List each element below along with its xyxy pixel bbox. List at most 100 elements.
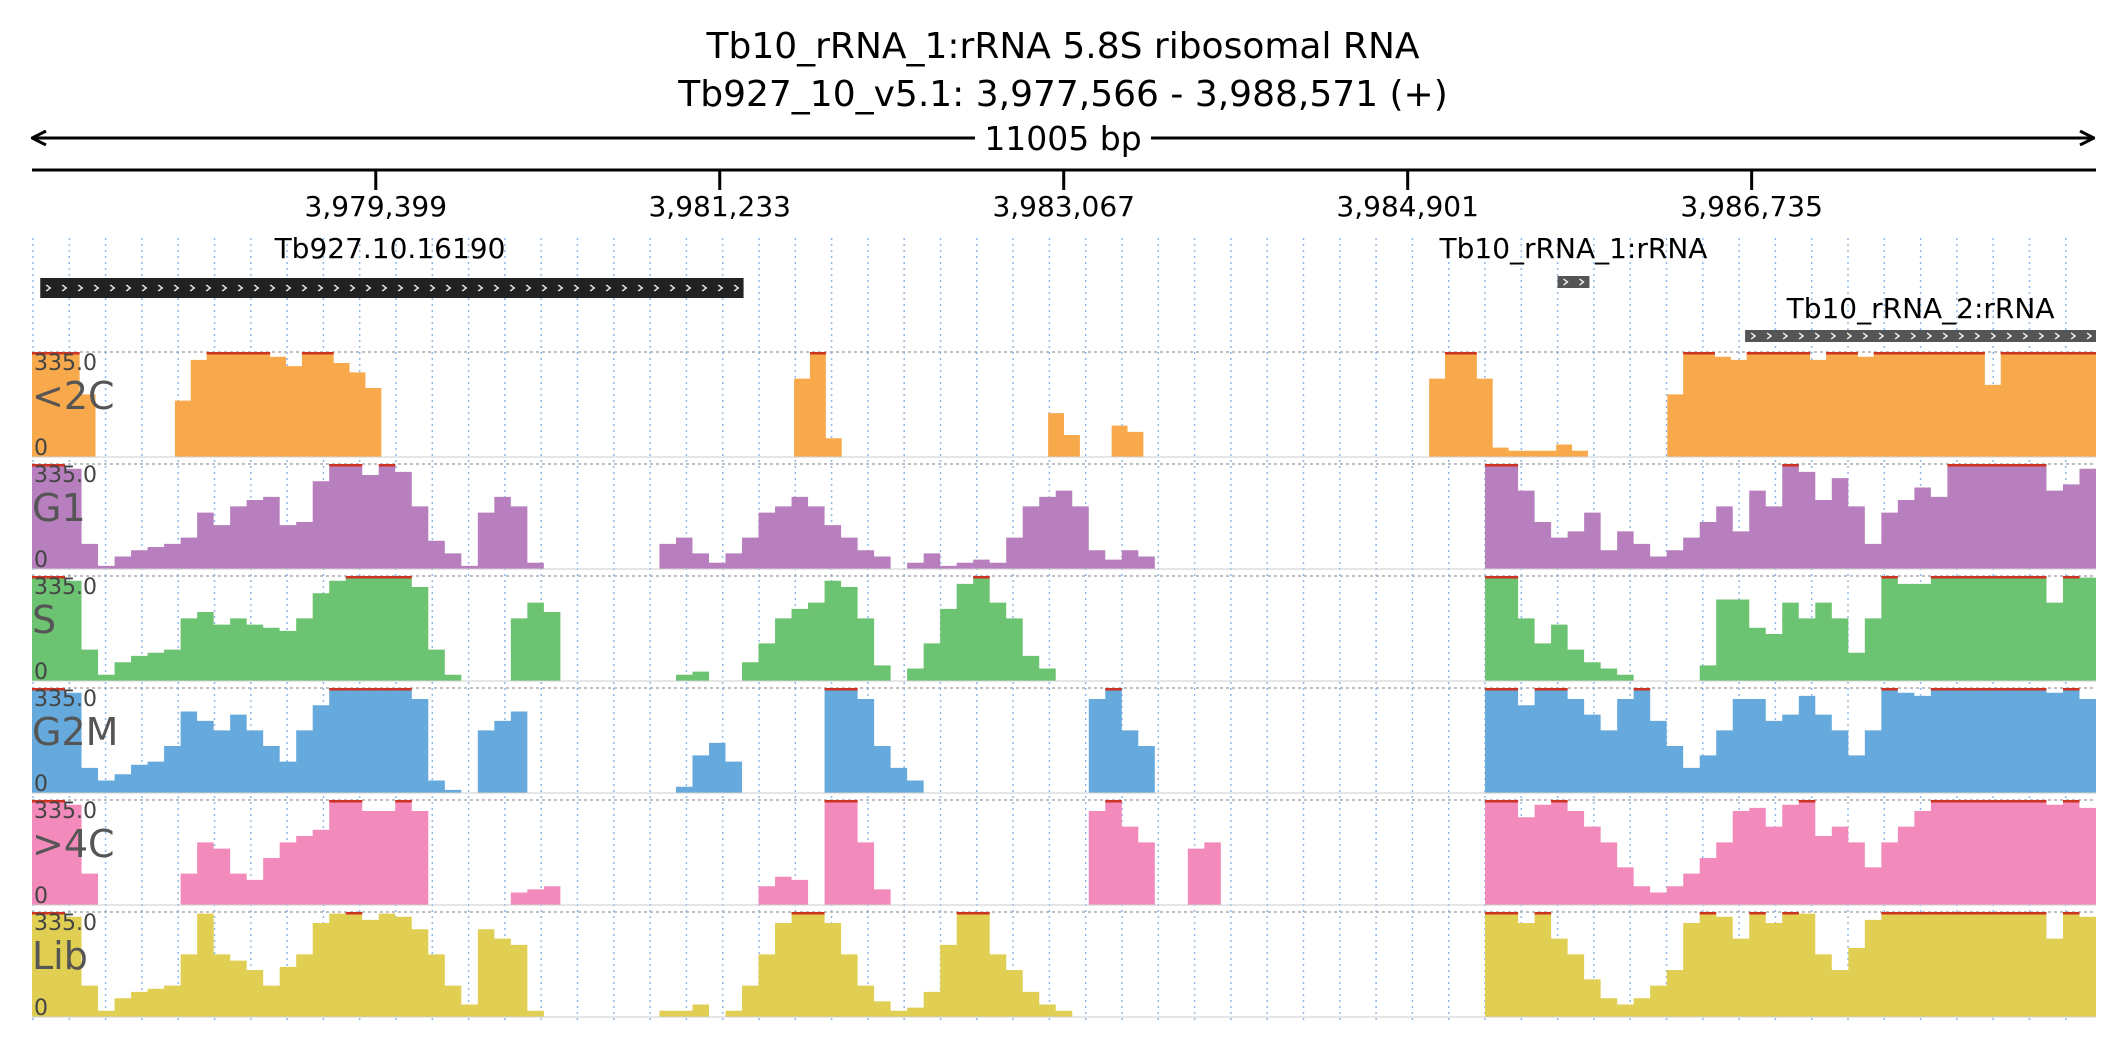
clipped-marker — [378, 688, 396, 691]
clipped-marker — [222, 352, 239, 355]
strand-chevron — [1846, 332, 1853, 340]
y-min-label: 0 — [34, 436, 48, 461]
clipped-marker — [1778, 352, 1795, 355]
clipped-marker — [1485, 912, 1502, 915]
strand-chevron — [2006, 332, 2013, 340]
clipped-marker — [329, 800, 346, 803]
clipped-marker — [48, 912, 66, 915]
x-tick-label: 3,981,233 — [648, 190, 791, 223]
clipped-marker — [2064, 352, 2081, 355]
track-name: >4C — [32, 822, 115, 866]
strand-chevron — [429, 284, 436, 292]
clipped-marker — [1105, 688, 1122, 691]
clipped-marker — [1873, 352, 1890, 355]
span-label: 11005 bp — [984, 119, 1141, 158]
strand-chevron — [2038, 332, 2045, 340]
strand-chevron — [1926, 332, 1933, 340]
clipped-marker — [1534, 912, 1552, 915]
strand-chevron — [157, 284, 164, 292]
strand-chevron — [1958, 332, 1965, 340]
clipped-marker — [395, 688, 412, 691]
clipped-marker — [973, 576, 990, 579]
clipped-marker — [1460, 352, 1477, 355]
strand-chevron — [2086, 332, 2093, 340]
clipped-marker — [824, 800, 842, 803]
strand-chevron — [1814, 332, 1821, 340]
clipped-marker — [48, 576, 66, 579]
feature-block — [1557, 276, 1590, 288]
clipped-marker — [63, 352, 80, 355]
strand-chevron — [189, 284, 196, 292]
clipped-marker — [2080, 352, 2096, 355]
chart-title-line-2: Tb927_10_v5.1: 3,977,566 - 3,988,571 (+) — [677, 74, 1448, 115]
strand-chevron — [717, 284, 724, 292]
strand-chevron — [221, 284, 228, 292]
clipped-marker — [1996, 912, 2014, 915]
track-name: S — [32, 598, 56, 642]
clipped-marker — [1963, 576, 1981, 579]
clipped-marker — [1996, 576, 2014, 579]
coverage-area — [32, 576, 2096, 681]
strand-chevron — [621, 284, 628, 292]
x-axis-ticks: 3,979,399 3,981,233 3,983,067 3,984,901 3,98… — [305, 170, 1823, 223]
y-max-label: 335.0 — [34, 799, 97, 824]
track-name: G2M — [32, 710, 118, 754]
clipped-marker — [1794, 352, 1811, 355]
strand-chevron — [1910, 332, 1917, 340]
strand-chevron — [253, 284, 260, 292]
strand-chevron — [2070, 332, 2077, 340]
track-name: Lib — [32, 934, 88, 978]
clipped-marker — [791, 912, 809, 915]
strand-chevron — [2022, 332, 2029, 340]
clipped-marker — [1798, 800, 1816, 803]
clipped-marker — [1947, 800, 1964, 803]
clipped-marker — [1996, 688, 2014, 691]
y-min-label: 0 — [34, 996, 48, 1021]
y-max-label: 335.0 — [34, 687, 97, 712]
clipped-marker — [1980, 464, 1997, 467]
y-min-label: 0 — [34, 772, 48, 797]
strand-chevron — [125, 284, 132, 292]
clipped-marker — [1445, 352, 1461, 355]
track-<2C: 335.0 0 <2C — [32, 351, 2096, 461]
y-min-label: 0 — [34, 548, 48, 573]
clipped-marker — [1534, 688, 1552, 691]
clipped-marker — [1897, 912, 1915, 915]
clipped-marker — [1930, 912, 1948, 915]
clipped-marker — [1953, 352, 1969, 355]
clipped-marker — [2032, 352, 2049, 355]
clipped-marker — [1963, 800, 1981, 803]
strand-chevron — [77, 284, 84, 292]
clipped-marker — [1881, 912, 1898, 915]
x-tick-label: 3,979,399 — [305, 190, 448, 223]
clipped-marker — [2013, 800, 2030, 803]
clipped-marker — [1501, 464, 1519, 467]
feature-track: Tb927.10.16190 Tb10_rRNA_1:rRNA Tb10_rRNA_… — [40, 232, 2096, 342]
clipped-marker — [2000, 352, 2017, 355]
clipped-marker — [1963, 464, 1981, 467]
clipped-marker — [1914, 912, 1931, 915]
strand-chevron — [573, 284, 580, 292]
strand-chevron — [1974, 332, 1981, 340]
clipped-marker — [1980, 912, 1997, 915]
strand-chevron — [45, 284, 52, 292]
span-label-background — [975, 118, 1151, 158]
clipped-marker — [973, 912, 990, 915]
clipped-marker — [345, 464, 363, 467]
clipped-marker — [1485, 464, 1502, 467]
coverage-area — [32, 688, 2096, 793]
strand-chevron — [557, 284, 564, 292]
clipped-marker — [1485, 688, 1502, 691]
strand-chevron — [1942, 332, 1949, 340]
track-name: G1 — [32, 486, 86, 530]
track->4C: 335.0 0 >4C — [32, 799, 2096, 909]
clipped-marker — [32, 800, 49, 803]
clipped-marker — [1980, 576, 1997, 579]
clipped-marker — [345, 688, 363, 691]
y-min-label: 0 — [34, 884, 48, 909]
strand-chevron — [1878, 332, 1885, 340]
clipped-marker — [1501, 576, 1519, 579]
clipped-marker — [1683, 352, 1700, 355]
strand-chevron — [733, 284, 740, 292]
